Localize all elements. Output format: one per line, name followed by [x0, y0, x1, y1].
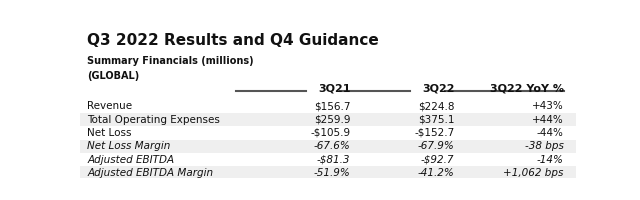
Text: Summary Financials (millions): Summary Financials (millions): [88, 56, 254, 66]
Text: $259.9: $259.9: [314, 115, 350, 125]
Text: -67.9%: -67.9%: [418, 141, 454, 151]
Text: Adjusted EBITDA Margin: Adjusted EBITDA Margin: [88, 168, 214, 178]
Text: -$152.7: -$152.7: [414, 128, 454, 138]
Text: -$81.3: -$81.3: [317, 155, 350, 165]
Text: -51.9%: -51.9%: [314, 168, 350, 178]
Text: -41.2%: -41.2%: [418, 168, 454, 178]
Bar: [80, 113, 576, 126]
Text: Adjusted EBITDA: Adjusted EBITDA: [88, 155, 175, 165]
Text: Net Loss Margin: Net Loss Margin: [88, 141, 171, 151]
Text: Revenue: Revenue: [88, 101, 132, 111]
Text: $224.8: $224.8: [418, 101, 454, 111]
Text: (GLOBAL): (GLOBAL): [88, 71, 140, 81]
Bar: [80, 140, 576, 153]
Text: Total Operating Expenses: Total Operating Expenses: [88, 115, 220, 125]
Text: -$105.9: -$105.9: [310, 128, 350, 138]
Text: -44%: -44%: [537, 128, 564, 138]
Text: $156.7: $156.7: [314, 101, 350, 111]
Text: 3Q22 YoY %: 3Q22 YoY %: [490, 83, 564, 93]
Text: -14%: -14%: [537, 155, 564, 165]
Text: 3Q21: 3Q21: [318, 83, 350, 93]
Text: -$92.7: -$92.7: [421, 155, 454, 165]
Text: -38 bps: -38 bps: [525, 141, 564, 151]
Text: +43%: +43%: [532, 101, 564, 111]
Text: -67.6%: -67.6%: [314, 141, 350, 151]
Text: +44%: +44%: [532, 115, 564, 125]
Text: $375.1: $375.1: [418, 115, 454, 125]
Text: Net Loss: Net Loss: [88, 128, 132, 138]
Text: +1,062 bps: +1,062 bps: [503, 168, 564, 178]
Bar: [80, 166, 576, 180]
Text: Q3 2022 Results and Q4 Guidance: Q3 2022 Results and Q4 Guidance: [88, 33, 379, 48]
Text: 3Q22: 3Q22: [422, 83, 454, 93]
